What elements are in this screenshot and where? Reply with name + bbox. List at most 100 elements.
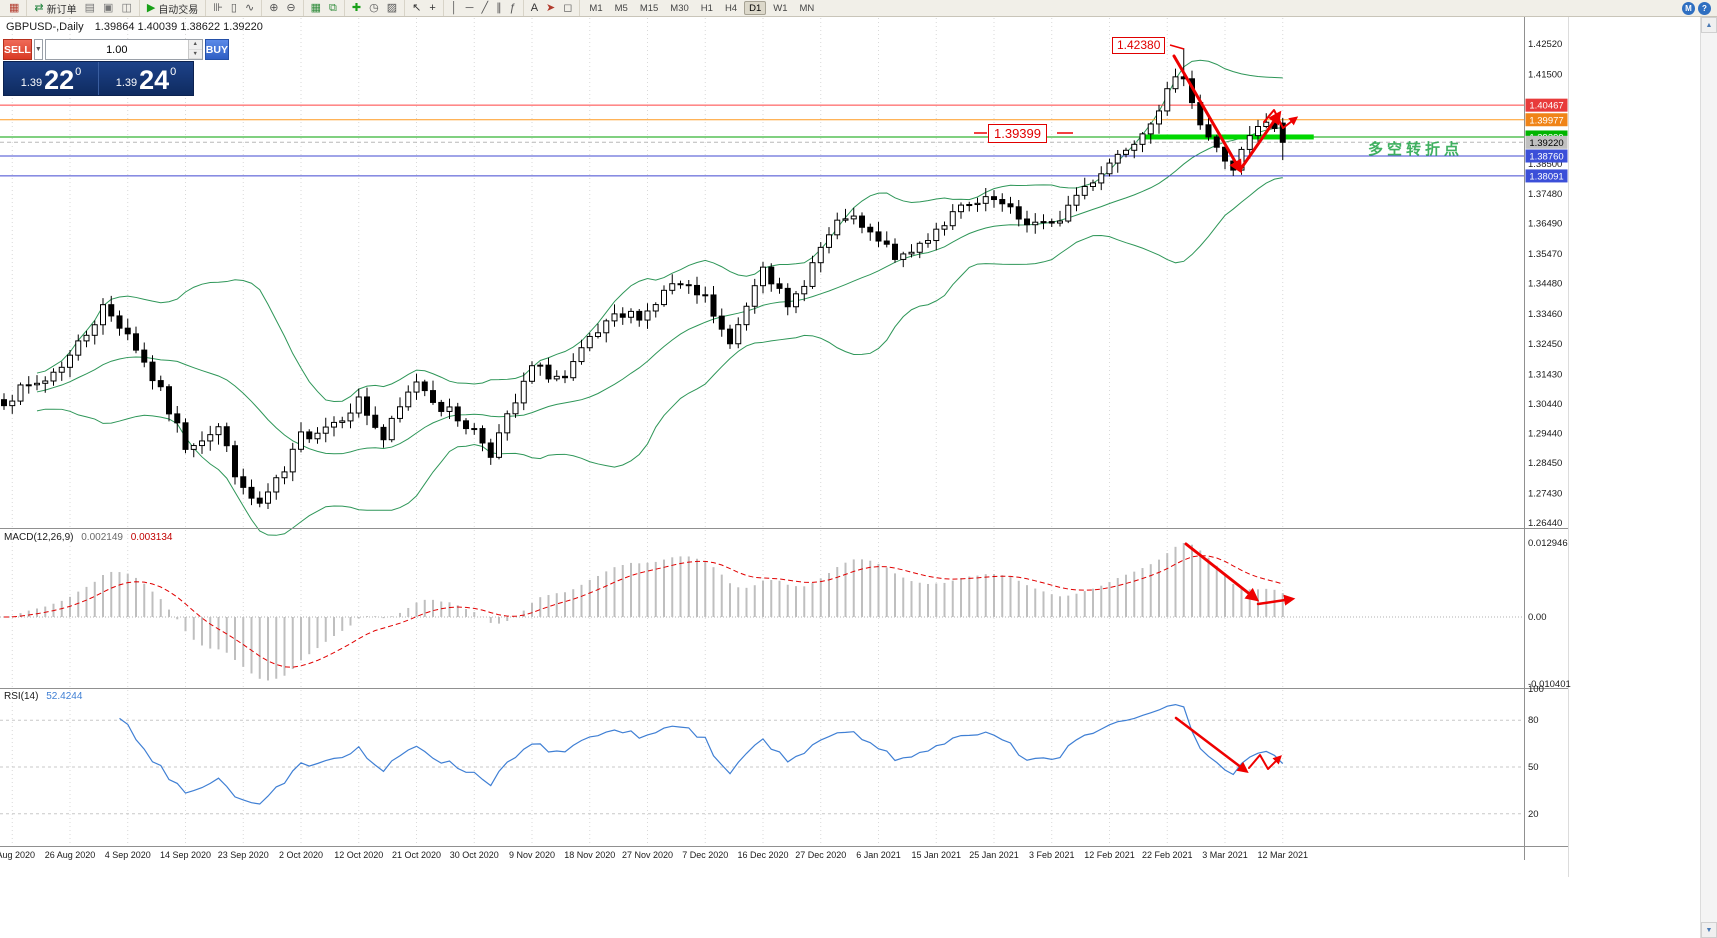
rsi-axis-label: 50: [1528, 762, 1539, 773]
candle: [100, 304, 106, 326]
cascade-windows-icon[interactable]: ⧉: [326, 1, 340, 16]
new-order-icon: ⇄: [34, 1, 44, 14]
candle: [438, 401, 445, 412]
candle: [75, 340, 82, 356]
candle: [1205, 124, 1212, 138]
tf-h1[interactable]: H1: [700, 3, 713, 14]
data-window-icon[interactable]: ▣: [100, 1, 116, 16]
crosshair-icon[interactable]: +: [426, 1, 438, 16]
volume-input[interactable]: [45, 40, 188, 59]
chart-window-icon[interactable]: ▦: [6, 1, 22, 16]
chevron-down-icon: ▼: [34, 46, 42, 53]
candle: [322, 426, 329, 434]
candle: [908, 251, 915, 255]
candlestick-chart-icon[interactable]: ▯: [228, 1, 240, 16]
annotation-arrows: [974, 44, 1299, 774]
tf-d1[interactable]: D1: [744, 1, 767, 15]
trendline-icon[interactable]: ╱: [478, 1, 491, 16]
text-tool-icon[interactable]: A: [528, 1, 541, 16]
chart-title: GBPUSD-,Daily 1.39864 1.40039 1.38622 1.…: [6, 21, 263, 33]
trend-arrow[interactable]: [1238, 110, 1282, 172]
candle: [1007, 203, 1014, 208]
order-type-dropdown[interactable]: ▼: [33, 39, 43, 60]
mql5-community-icon[interactable]: M: [1682, 1, 1695, 15]
cursor-icon[interactable]: ↖: [409, 1, 424, 16]
peak-price-annotation[interactable]: 1.42380: [1112, 37, 1166, 54]
navigator-icon[interactable]: ◫: [118, 1, 134, 16]
vertical-line-icon[interactable]: │: [448, 1, 461, 16]
candle: [1057, 220, 1063, 224]
tf-mn[interactable]: MN: [799, 3, 815, 14]
sell-button[interactable]: SELL: [3, 39, 32, 60]
market-watch-icon[interactable]: ▤: [82, 1, 98, 16]
date-label: 2 Oct 2020: [279, 850, 323, 860]
chart-area[interactable]: 1.42520 1.41500 1.38500 1.37480 1.36490 1.354…: [0, 17, 1717, 938]
tf-m5[interactable]: M5: [614, 3, 628, 14]
new-order-button[interactable]: ⇄ 新订单: [31, 1, 79, 16]
candle: [859, 215, 865, 228]
vertical-scrollbar[interactable]: ▲ ▼: [1700, 17, 1717, 938]
candle: [743, 305, 750, 326]
candle: [578, 347, 585, 363]
fibonacci-icon[interactable]: ƒ: [507, 1, 519, 16]
scroll-down-icon[interactable]: ▼: [1701, 922, 1717, 938]
tile-windows-icon[interactable]: ▦: [308, 1, 324, 16]
trend-arrow[interactable]: [1248, 754, 1282, 770]
pivot-thick-line[interactable]: [1140, 134, 1314, 140]
indicators-add-icon[interactable]: ✚: [349, 1, 364, 16]
trend-arrow[interactable]: [1172, 54, 1243, 174]
volume-up-icon[interactable]: ▲: [188, 40, 202, 50]
periods-icon[interactable]: ◷: [366, 1, 382, 16]
macd-axis-zero: 0.00: [1528, 612, 1547, 623]
candle: [124, 327, 131, 335]
navigator-icon: ◫: [121, 1, 132, 14]
help-icon[interactable]: ?: [1698, 1, 1711, 15]
date-label: 26 Aug 2020: [45, 850, 96, 860]
candle: [496, 432, 502, 458]
buy-button[interactable]: BUY: [204, 39, 229, 60]
horizontal-line-icon[interactable]: ─: [463, 1, 477, 16]
tf-m30[interactable]: M30: [670, 3, 689, 14]
zoom-out-icon[interactable]: ⊖: [283, 1, 298, 16]
tf-m15[interactable]: M15: [639, 3, 659, 14]
trend-arrow[interactable]: [1174, 716, 1249, 774]
zoom-in-icon[interactable]: ⊕: [266, 1, 281, 16]
crosshair-icon: +: [429, 1, 436, 14]
candle: [999, 199, 1006, 205]
rsi-line: [119, 703, 1284, 805]
candle: [1106, 162, 1113, 175]
candle: [958, 204, 964, 213]
trend-arrow[interactable]: [1256, 594, 1296, 606]
candle: [941, 225, 948, 230]
candle: [380, 426, 387, 441]
tf-m1[interactable]: M1: [589, 3, 603, 14]
pivot-price-annotation[interactable]: 1.39399: [988, 124, 1047, 143]
scroll-up-icon[interactable]: ▲: [1701, 17, 1717, 33]
candle: [166, 386, 172, 415]
line-chart-icon[interactable]: ∿: [242, 1, 257, 16]
shapes-icon[interactable]: ◻: [560, 1, 575, 16]
candle: [199, 440, 205, 447]
candle: [1081, 185, 1088, 196]
trend-arrow[interactable]: [1184, 542, 1260, 602]
candle: [281, 471, 288, 479]
bar-chart-icon[interactable]: ⊪: [210, 1, 226, 16]
candle: [487, 442, 494, 458]
candle: [562, 375, 568, 379]
date-label: 22 Feb 2021: [1142, 850, 1193, 860]
bid-price: 1.39 22 0: [4, 62, 98, 95]
autotrading-button[interactable]: ▶ 自动交易: [144, 1, 201, 16]
candle: [644, 310, 651, 321]
trend-arrow[interactable]: [1263, 109, 1299, 129]
arrow-object-icon[interactable]: ➤: [543, 1, 558, 16]
tf-h4[interactable]: H4: [724, 3, 738, 14]
channel-icon[interactable]: ∥: [493, 1, 505, 16]
price-line-label-box: [1525, 135, 1568, 149]
tf-w1[interactable]: W1: [773, 3, 788, 14]
price-line-label-box: [1525, 113, 1568, 127]
templates-icon[interactable]: ▨: [384, 1, 400, 16]
volume-down-icon[interactable]: ▼: [188, 49, 202, 59]
candle: [355, 396, 362, 414]
pivot-note-text[interactable]: 多空转折点: [1368, 141, 1464, 158]
candle: [933, 228, 940, 242]
